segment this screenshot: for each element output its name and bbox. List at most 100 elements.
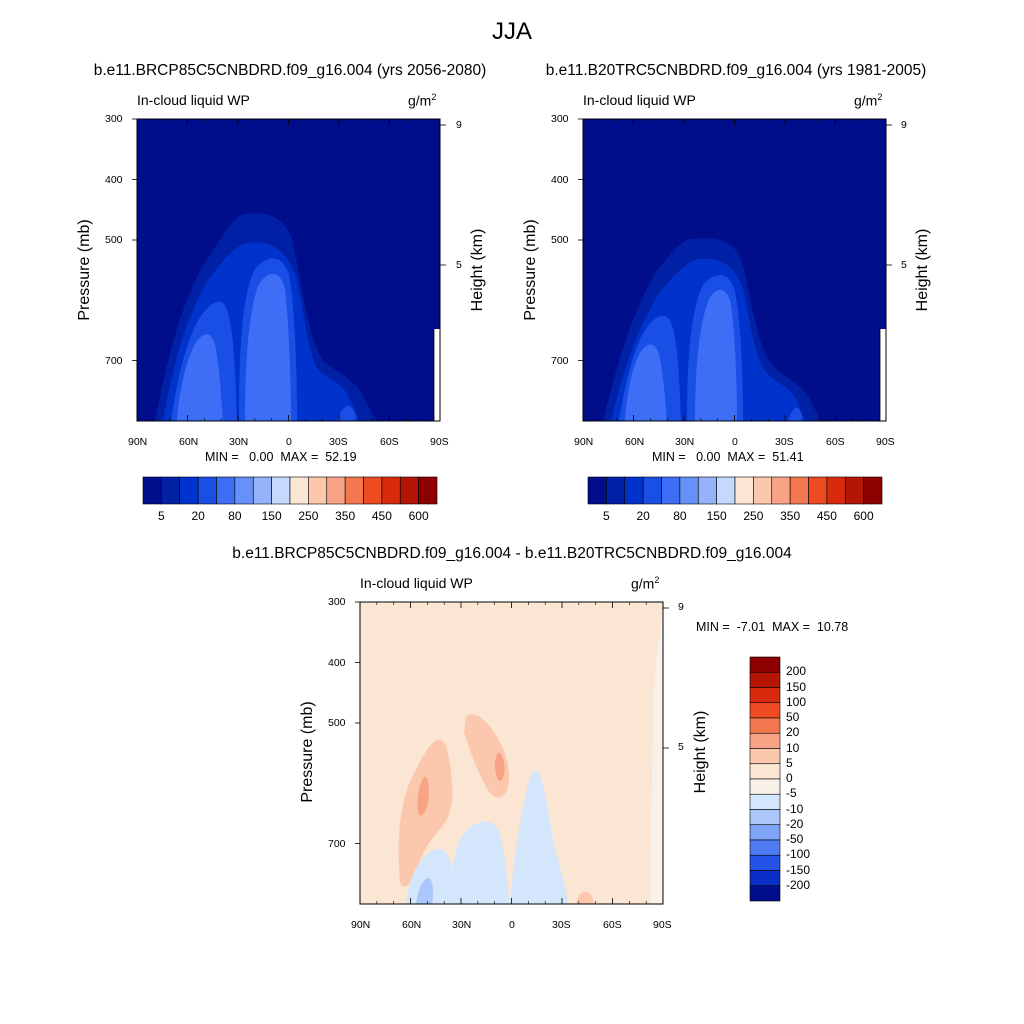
panel-diff-colorbar-labels: 200 150 100 50 20 10 5 0 -5 -10 -20 -50 -100 -150 -200 (786, 657, 846, 901)
colorbar-label: 80 (673, 509, 687, 523)
colorbar-swatch (749, 687, 781, 704)
panel-right-htick: 9 (901, 119, 907, 131)
missing-data-strip (434, 329, 440, 421)
colorbar-label: 10 (786, 740, 800, 755)
panel-diff-lattick: 30N (452, 919, 472, 931)
panel-right-ptick: 500 (551, 234, 569, 246)
colorbar-swatch (234, 476, 254, 505)
negative-anomaly-5b (510, 769, 568, 904)
colorbar-label: 600 (408, 509, 429, 523)
colorbar-swatch (749, 656, 781, 673)
contour-level-4 (625, 289, 737, 421)
panel-diff-lattick: 0 (509, 919, 515, 931)
missing-data-strip (880, 329, 886, 421)
panel-right-subtitle: b.e11.B20TRC5CNBDRD.f09_g16.004 (yrs 198… (545, 62, 927, 79)
colorbar-swatch (749, 809, 781, 826)
colorbar-swatch (749, 717, 781, 734)
panel-right-ptick: 400 (551, 174, 569, 186)
colorbar-swatch (624, 476, 644, 505)
colorbar-swatch (606, 476, 626, 505)
colorbar-swatch (161, 476, 181, 505)
panel-left-subtitle: b.e11.BRCP85C5CNBDRD.f09_g16.004 (yrs 20… (93, 62, 487, 79)
colorbar-swatch (771, 476, 791, 505)
panel-diff-lattick: 90N (351, 919, 371, 931)
panel-diff-ptick: 400 (328, 657, 346, 669)
panel-left-lattick: 30N (229, 436, 249, 448)
panel-diff-colorbar (749, 656, 781, 902)
colorbar-label: 80 (228, 509, 242, 523)
panel-right-ptick: 700 (551, 355, 569, 367)
colorbar-label: 20 (786, 725, 800, 740)
colorbar-swatch (344, 476, 364, 505)
panel-left-ptick: 700 (105, 355, 123, 367)
panel-diff-ptick: 500 (328, 717, 346, 729)
panel-left-units: g/m2 (408, 92, 437, 109)
colorbar-label: -150 (786, 862, 811, 877)
panel-right-units: g/m2 (854, 92, 883, 109)
panel-diff-lattick: 60S (603, 919, 622, 931)
positive-anomaly-20 (417, 776, 429, 816)
colorbar-swatch (749, 778, 781, 795)
colorbar-label: 5 (158, 509, 165, 523)
colorbar-swatch (308, 476, 328, 505)
colorbar-label: 20 (191, 509, 205, 523)
colorbar-swatch (716, 476, 736, 505)
panel-right-variable: In-cloud liquid WP (583, 92, 696, 108)
colorbar-label: 5 (603, 509, 610, 523)
colorbar-label: 200 (786, 664, 807, 679)
panel-right-plot (578, 118, 892, 422)
panel-diff-lattick: 90S (653, 919, 672, 931)
positive-anomaly-10c (576, 891, 594, 904)
panel-diff-htick: 9 (678, 601, 684, 613)
colorbar-swatch (271, 476, 291, 505)
colorbar-swatch (734, 476, 754, 505)
colorbar-swatch (587, 476, 607, 505)
colorbar-swatch (808, 476, 828, 505)
panel-right-ylabel-right: Height (km) (914, 228, 931, 312)
negative-anomaly-10 (416, 878, 433, 904)
panel-left-htick: 9 (456, 119, 462, 131)
panel-left-ptick: 400 (105, 174, 123, 186)
colorbar-swatch (216, 476, 236, 505)
panel-right-lattick: 90S (876, 436, 895, 448)
colorbar-label: 350 (335, 509, 356, 523)
colorbar-swatch (789, 476, 809, 505)
colorbar-label: 600 (853, 509, 874, 523)
panel-diff-variable: In-cloud liquid WP (360, 575, 473, 591)
colorbar-swatch (697, 476, 717, 505)
panel-right-lattick: 30N (675, 436, 695, 448)
colorbar-label: -20 (786, 816, 804, 831)
colorbar-label: 250 (298, 509, 319, 523)
panel-left-colorbar (142, 476, 438, 505)
colorbar-swatch (749, 793, 781, 810)
colorbar-swatch (642, 476, 662, 505)
panel-diff-subtitle: b.e11.BRCP85C5CNBDRD.f09_g16.004 - b.e11… (232, 545, 792, 562)
colorbar-swatch (749, 885, 781, 902)
colorbar-swatch (749, 748, 781, 765)
colorbar-swatch (197, 476, 217, 505)
colorbar-swatch (179, 476, 199, 505)
panel-left-variable: In-cloud liquid WP (137, 92, 250, 108)
panel-right-lattick: 90N (574, 436, 594, 448)
panel-left-lattick: 90S (430, 436, 449, 448)
panel-diff-ptick: 700 (328, 838, 346, 850)
colorbar-swatch (363, 476, 383, 505)
colorbar-label: 20 (636, 509, 650, 523)
colorbar-label: 5 (786, 755, 793, 770)
colorbar-label: 450 (816, 509, 837, 523)
panel-diff-plot (355, 601, 669, 905)
colorbar-swatch (844, 476, 864, 505)
colorbar-swatch (749, 763, 781, 780)
panel-right-minmax: MIN = 0.00 MAX = 51.41 (652, 450, 804, 464)
colorbar-label: 50 (786, 710, 800, 724)
panel-left-lattick: 30S (329, 436, 348, 448)
colorbar-swatch (326, 476, 346, 505)
colorbar-swatch (289, 476, 309, 505)
colorbar-label: -50 (786, 832, 804, 846)
colorbar-swatch (399, 476, 419, 505)
panel-left-ylabel-right: Height (km) (469, 228, 486, 312)
colorbar-swatch (749, 839, 781, 856)
colorbar-label: 150 (261, 509, 282, 523)
panel-right-colorbar (587, 476, 883, 505)
panel-right-lattick: 30S (775, 436, 794, 448)
